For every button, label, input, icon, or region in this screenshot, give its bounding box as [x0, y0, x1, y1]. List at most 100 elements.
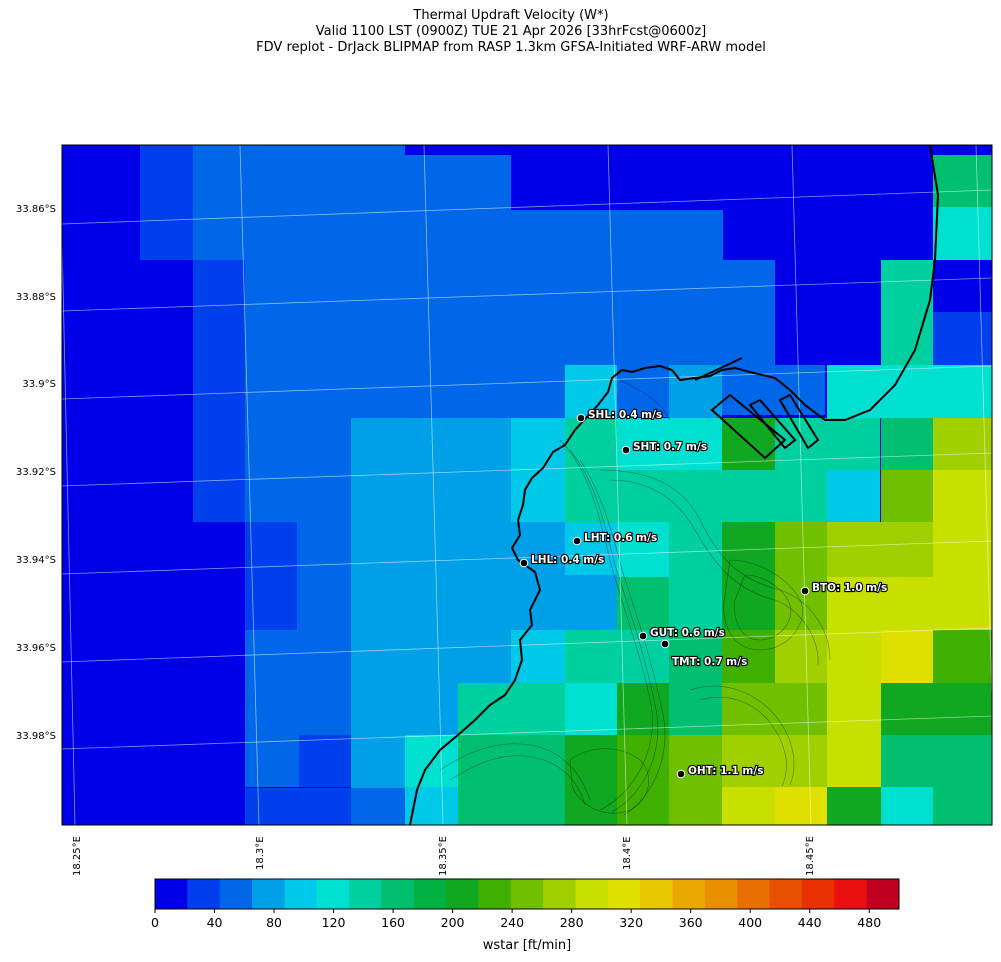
station-label-sht: SHT: 0.7 m/s	[633, 441, 707, 453]
lat-grid-line	[62, 627, 992, 663]
cell-block	[933, 787, 992, 825]
contour-line	[579, 459, 666, 816]
station-dot-oht	[676, 769, 686, 779]
cell-block	[351, 788, 405, 825]
colorbar-swatch	[607, 879, 641, 909]
cell-block	[565, 735, 617, 825]
station-label-oht: OHT: 1.1 m/s	[688, 765, 763, 777]
colorbar-tick-label: 400	[738, 915, 762, 930]
lat-label: 33.86°S	[16, 204, 56, 215]
cell-block	[775, 787, 827, 825]
cell-block	[881, 470, 933, 522]
lon-grid-line	[975, 145, 992, 701]
cell-block	[617, 470, 827, 522]
cell-block	[881, 787, 933, 825]
cell-block	[722, 522, 775, 630]
harbour-basin	[778, 393, 820, 450]
colorbar-swatch	[187, 879, 221, 909]
cell-block	[827, 735, 881, 787]
cell-block	[933, 207, 992, 260]
colorbar-tick-label: 480	[857, 915, 881, 930]
lon-label: 18.3°E	[255, 836, 266, 870]
cell-block	[458, 735, 565, 825]
cell-block	[722, 630, 775, 683]
lon-grid-line	[239, 145, 260, 825]
cell-block	[565, 418, 617, 523]
lon-axis-labels: 18.25°E 18.3°E 18.35°E 18.4°E 18.45°E	[72, 836, 816, 876]
colorbar-swatch	[446, 879, 479, 909]
contour-line	[734, 574, 792, 641]
cell-block	[405, 155, 511, 260]
contour-line	[569, 748, 649, 814]
title-line-1: Thermal Updraft Velocity (W*)	[413, 8, 609, 23]
colorbar-swatch	[640, 879, 674, 909]
breakwater	[694, 357, 743, 381]
colorbar-swatch	[834, 879, 868, 909]
lon-label: 18.25°E	[72, 836, 83, 876]
cell-block	[827, 470, 880, 522]
cell-block	[299, 735, 351, 787]
cell-block	[827, 683, 881, 735]
cell-block	[933, 470, 992, 522]
colorbar-label: wstar [ft/min]	[483, 938, 571, 953]
colorbar-swatch	[801, 879, 835, 909]
lon-label: 18.45°E	[805, 836, 816, 876]
colorbar-swatch	[478, 879, 512, 909]
station-label-tmt: TMT: 0.7 m/s	[672, 656, 747, 668]
title-line-2: Valid 1100 LST (0900Z) TUE 21 Apr 2026 […	[315, 24, 707, 39]
cell-block	[458, 683, 565, 735]
cell-block	[617, 577, 669, 630]
station-label-bto: BTO: 1.0 m/s	[812, 582, 887, 594]
station-dot-bto	[800, 586, 810, 596]
cell-block	[511, 418, 565, 470]
cell-block	[617, 683, 669, 735]
colorbar-tick-label: 240	[500, 915, 524, 930]
lat-label: 33.94°S	[16, 555, 56, 566]
lon-grid-line	[791, 145, 812, 825]
colorbar-swatch	[510, 879, 544, 909]
station-label-shl: SHL: 0.4 m/s	[588, 409, 662, 421]
contour-line	[559, 439, 653, 811]
colorbar-swatch	[672, 879, 706, 909]
cell-block	[827, 787, 881, 825]
cell-block	[933, 418, 992, 470]
colorbar-tick-label: 320	[619, 915, 643, 930]
cell-block	[827, 630, 881, 683]
contour-line	[619, 379, 671, 421]
cell-block	[617, 418, 722, 470]
cell-block	[933, 312, 992, 365]
colorbar-tick-label: 440	[798, 915, 822, 930]
cell-block	[617, 312, 669, 417]
cell-block	[511, 210, 723, 260]
colorbar-tick-label: 200	[441, 915, 465, 930]
colorbar-swatch	[704, 879, 738, 909]
station-label-lht: LHT: 0.6 m/s	[584, 532, 657, 544]
coastline	[409, 145, 940, 825]
colorbar-tick-label: 280	[560, 915, 584, 930]
contour-line	[569, 449, 659, 813]
cell-block	[933, 630, 992, 683]
colorbar-frame	[154, 878, 900, 910]
lon-label: 18.4°E	[622, 836, 633, 870]
lat-label: 33.88°S	[16, 292, 56, 303]
station-dot-gut	[638, 631, 648, 641]
station-dot-lhl	[519, 558, 529, 568]
cell-block	[881, 418, 933, 470]
lat-grid-line	[62, 277, 992, 312]
colorbar-tick-label: 160	[381, 915, 405, 930]
lat-grid-line	[62, 452, 992, 487]
cell-block	[827, 418, 880, 470]
colorbar: 0 40 80 120 160 200 240 280 320 360 400 440 480 wsta…	[151, 878, 900, 953]
colorbar-swatch	[575, 879, 609, 909]
colorbar-tick-label: 360	[679, 915, 703, 930]
plot-frame	[61, 144, 993, 826]
cell-block	[933, 522, 992, 630]
cell-block	[775, 522, 827, 630]
cell-block	[722, 683, 827, 735]
lon-label: 18.35°E	[438, 836, 449, 876]
colorbar-swatch	[252, 879, 285, 909]
colorbar-tick-label: 120	[322, 915, 346, 930]
colorbar-tick-label: 40	[207, 915, 223, 930]
cell-block	[565, 630, 669, 683]
colorbar-swatch	[866, 879, 900, 909]
